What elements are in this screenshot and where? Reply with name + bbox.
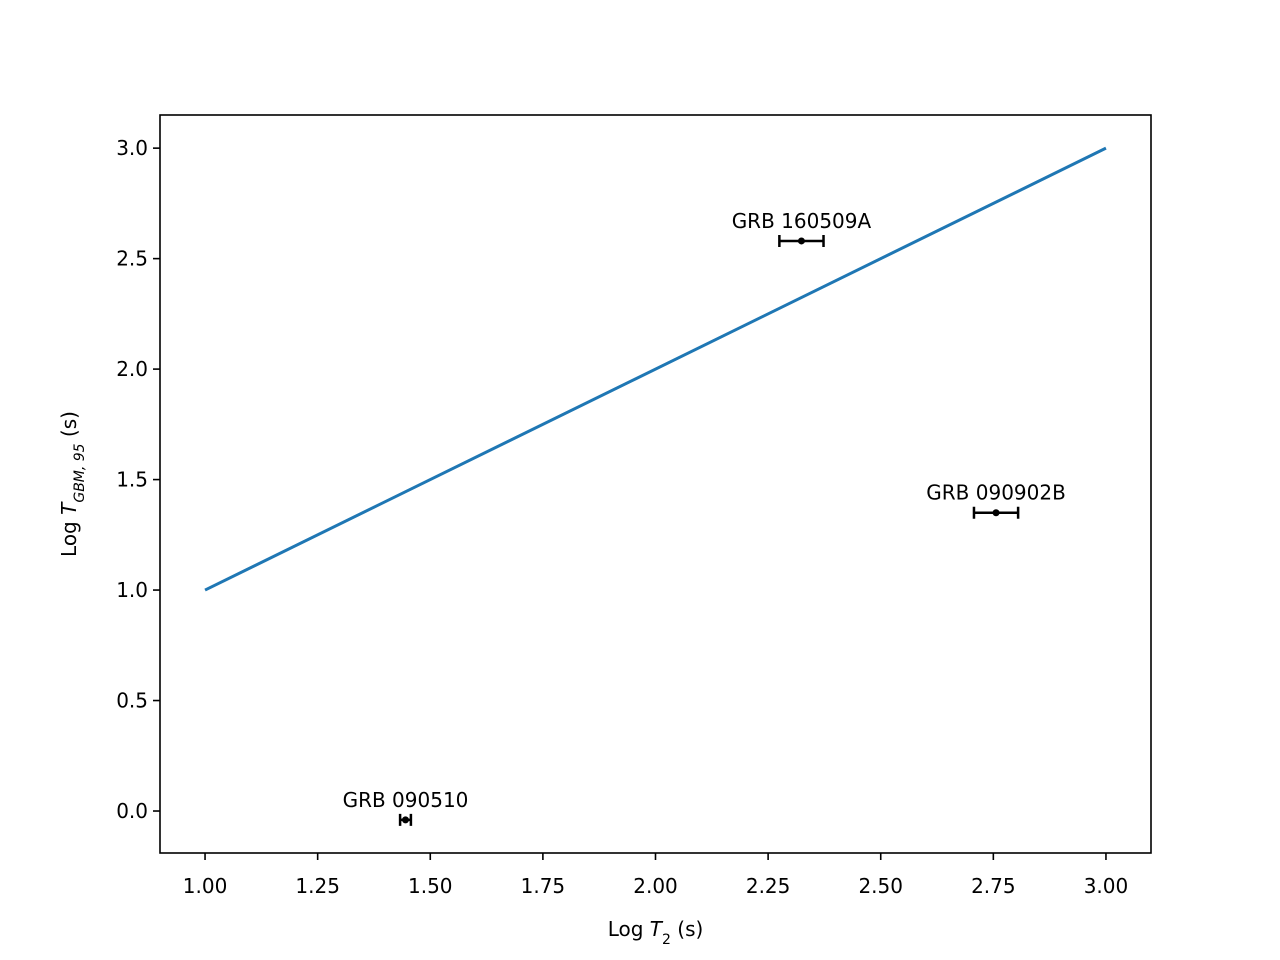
y-tick-label: 2.0	[116, 357, 148, 381]
x-tick-label: 2.75	[971, 874, 1016, 898]
point	[797, 237, 805, 245]
x-tick-label: 2.00	[633, 874, 678, 898]
point-label: GRB 090902B	[926, 481, 1066, 505]
x-axis-label-part: Log	[608, 917, 650, 941]
x-axis-label-part: T	[650, 917, 664, 941]
point	[401, 816, 409, 824]
x-tick-label: 2.25	[746, 874, 791, 898]
y-axis-label: Log TGBM, 95 (s)	[57, 411, 88, 557]
x-axis-label: Log T2 (s)	[608, 917, 704, 948]
y-axis-label-part: T	[57, 501, 81, 515]
x-tick-label: 1.00	[183, 874, 228, 898]
x-tick-label: 1.75	[521, 874, 566, 898]
y-tick-label: 0.5	[116, 689, 148, 713]
point	[992, 509, 1000, 517]
point-label: GRB 090510	[343, 788, 469, 812]
x-tick-label: 1.25	[295, 874, 340, 898]
x-axis-label-part: (s)	[671, 917, 703, 941]
y-tick-label: 2.5	[116, 247, 148, 271]
x-tick-label: 3.00	[1084, 874, 1129, 898]
error-point	[972, 506, 1020, 519]
line	[204, 146, 1107, 592]
y-axis-label-part: (s)	[57, 411, 81, 443]
y-axis-label-part: Log	[57, 515, 81, 557]
plot-frame	[159, 114, 1152, 854]
y-tick-label: 0.0	[116, 799, 148, 823]
x-tick-label: 2.50	[858, 874, 903, 898]
x-tick-label: 1.50	[408, 874, 453, 898]
x-axis-label-part: 2	[662, 932, 671, 948]
y-tick-label: 3.0	[116, 136, 148, 160]
y-tick-label: 1.5	[116, 468, 148, 492]
error-point	[778, 234, 825, 247]
point-label: GRB 160509A	[732, 209, 872, 233]
error-point	[398, 813, 413, 826]
y-tick-label: 1.0	[116, 578, 148, 602]
y-axis-label-part: GBM, 95	[72, 443, 88, 502]
